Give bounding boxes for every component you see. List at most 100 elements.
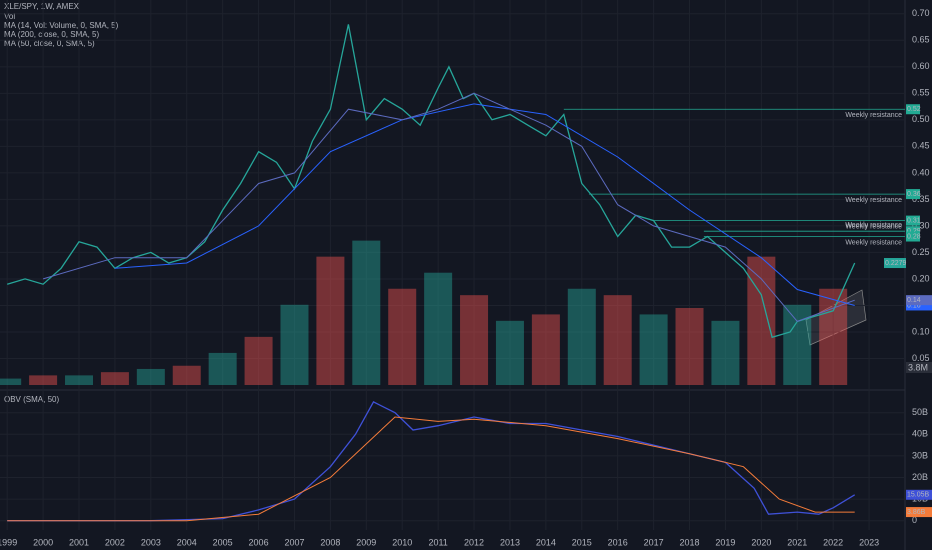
resistance-label: Weekly resistance	[845, 223, 902, 230]
resistance-tag-bg	[906, 189, 920, 200]
legend-line: MA (200, close, 0, SMA, 5)	[4, 30, 99, 39]
y-tick-label: 0.40	[912, 167, 930, 177]
last-tag: 15.05B	[907, 492, 930, 499]
volume-tag: 3.8M	[908, 362, 928, 372]
channel	[805, 289, 867, 346]
x-tick-label: 2014	[536, 537, 556, 547]
volume-bar	[244, 336, 273, 385]
volume-bar	[352, 240, 381, 385]
y-tick-label: 0.25	[912, 247, 930, 257]
obv-title: OBV (SMA, 50)	[4, 395, 59, 404]
resistance-label: Weekly resistance	[845, 197, 902, 204]
resistance-label: Weekly resistance	[845, 239, 902, 246]
resistance-tag-bg	[906, 104, 920, 115]
volume-tag-bg	[906, 362, 932, 373]
y-tick-label: 50B	[912, 407, 928, 417]
volume-bar	[388, 288, 417, 385]
resistance-tag-bg	[906, 226, 920, 237]
legend-line: MA (50, close, 0, SMA, 5)	[4, 39, 95, 48]
volume-bar	[783, 304, 812, 385]
resistance-label: Weekly resistance	[845, 222, 902, 229]
chart-title: XLE/SPY, 1W, AMEX	[4, 2, 80, 11]
y-tick-label: 30B	[912, 450, 928, 460]
y-tick-label: 0	[912, 515, 917, 525]
y-tick-label: 0.05	[912, 353, 930, 363]
volume-bar	[495, 320, 524, 385]
resistance-tag: 0.52	[907, 106, 921, 113]
x-tick-label: 2003	[141, 537, 161, 547]
volume-bar	[136, 368, 165, 385]
last-tag-bg	[906, 507, 932, 518]
y-tick-label: 0.70	[912, 8, 930, 18]
y-tick-label: 20B	[912, 472, 928, 482]
y-tick-label: 0.35	[912, 194, 930, 204]
resistance-tag: 0.28	[907, 233, 921, 240]
volume-bar	[65, 375, 94, 385]
x-tick-label: 2002	[105, 537, 125, 547]
x-tick-label: 2015	[572, 537, 592, 547]
resistance-tag: 0.31	[907, 217, 921, 224]
y-tick-label: 0.65	[912, 35, 930, 45]
last-tag: 0.2279	[885, 260, 907, 267]
series-line	[7, 416, 855, 522]
volume-bar	[0, 378, 22, 385]
y-tick-label: 40B	[912, 429, 928, 439]
last-tag: 0.16	[907, 302, 921, 309]
resistance-tag-bg	[906, 231, 920, 242]
series-line	[42, 92, 855, 322]
last-tag-bg	[906, 300, 932, 311]
last-tag-bg	[906, 489, 932, 500]
volume-bar	[567, 288, 596, 385]
volume-bar	[172, 365, 201, 385]
x-tick-label: 2013	[500, 537, 520, 547]
y-tick-label: 0.20	[912, 273, 930, 283]
y-tick-label: 0.50	[912, 114, 930, 124]
volume-bar	[424, 272, 453, 385]
x-tick-label: 2020	[751, 537, 771, 547]
volume-bar	[280, 304, 309, 385]
last-tag-bg	[884, 258, 906, 269]
x-tick-label: 2017	[644, 537, 664, 547]
x-tick-label: 2005	[213, 537, 233, 547]
x-tick-label: 2019	[715, 537, 735, 547]
y-tick-label: 0.55	[912, 88, 930, 98]
x-tick-label: 2022	[823, 537, 843, 547]
x-tick-label: 2023	[859, 537, 879, 547]
y-tick-label: 0.30	[912, 220, 930, 230]
x-tick-label: 2012	[464, 537, 484, 547]
x-tick-label: 2007	[284, 537, 304, 547]
volume-bar	[603, 295, 632, 385]
x-tick-label: 2000	[33, 537, 53, 547]
x-tick-label: 2006	[249, 537, 269, 547]
x-tick-label: 2008	[320, 537, 340, 547]
last-tag-bg	[906, 295, 932, 306]
volume-bar	[208, 352, 237, 385]
volume-bar	[639, 314, 668, 385]
x-tick-label: 2009	[356, 537, 376, 547]
x-tick-label: 2010	[392, 537, 412, 547]
volume-bar	[460, 295, 489, 385]
x-tick-label: 1999	[0, 537, 17, 547]
volume-bar	[711, 320, 740, 385]
volume-bar	[747, 256, 776, 385]
x-tick-label: 2011	[428, 537, 447, 547]
last-tag: 3.86B	[907, 509, 926, 516]
legend-line: Vol	[4, 12, 15, 21]
resistance-tag: 0.36	[907, 191, 921, 198]
x-tick-label: 2004	[177, 537, 197, 547]
resistance-tag-bg	[906, 215, 920, 226]
series-line	[7, 401, 856, 522]
volume-bar	[531, 314, 560, 385]
y-tick-label: 0.60	[912, 61, 930, 71]
x-tick-label: 2001	[69, 537, 89, 547]
volume-bar	[29, 375, 58, 385]
resistance-label: Weekly resistance	[845, 112, 902, 119]
legend-line: MA (14, Vol: Volume, 0, SMA, 5)	[4, 21, 119, 30]
last-tag: 0.14	[907, 297, 921, 304]
x-tick-label: 2021	[787, 537, 807, 547]
series-line	[7, 24, 856, 339]
y-tick-label: 0.45	[912, 141, 930, 151]
volume-bar	[675, 308, 704, 385]
